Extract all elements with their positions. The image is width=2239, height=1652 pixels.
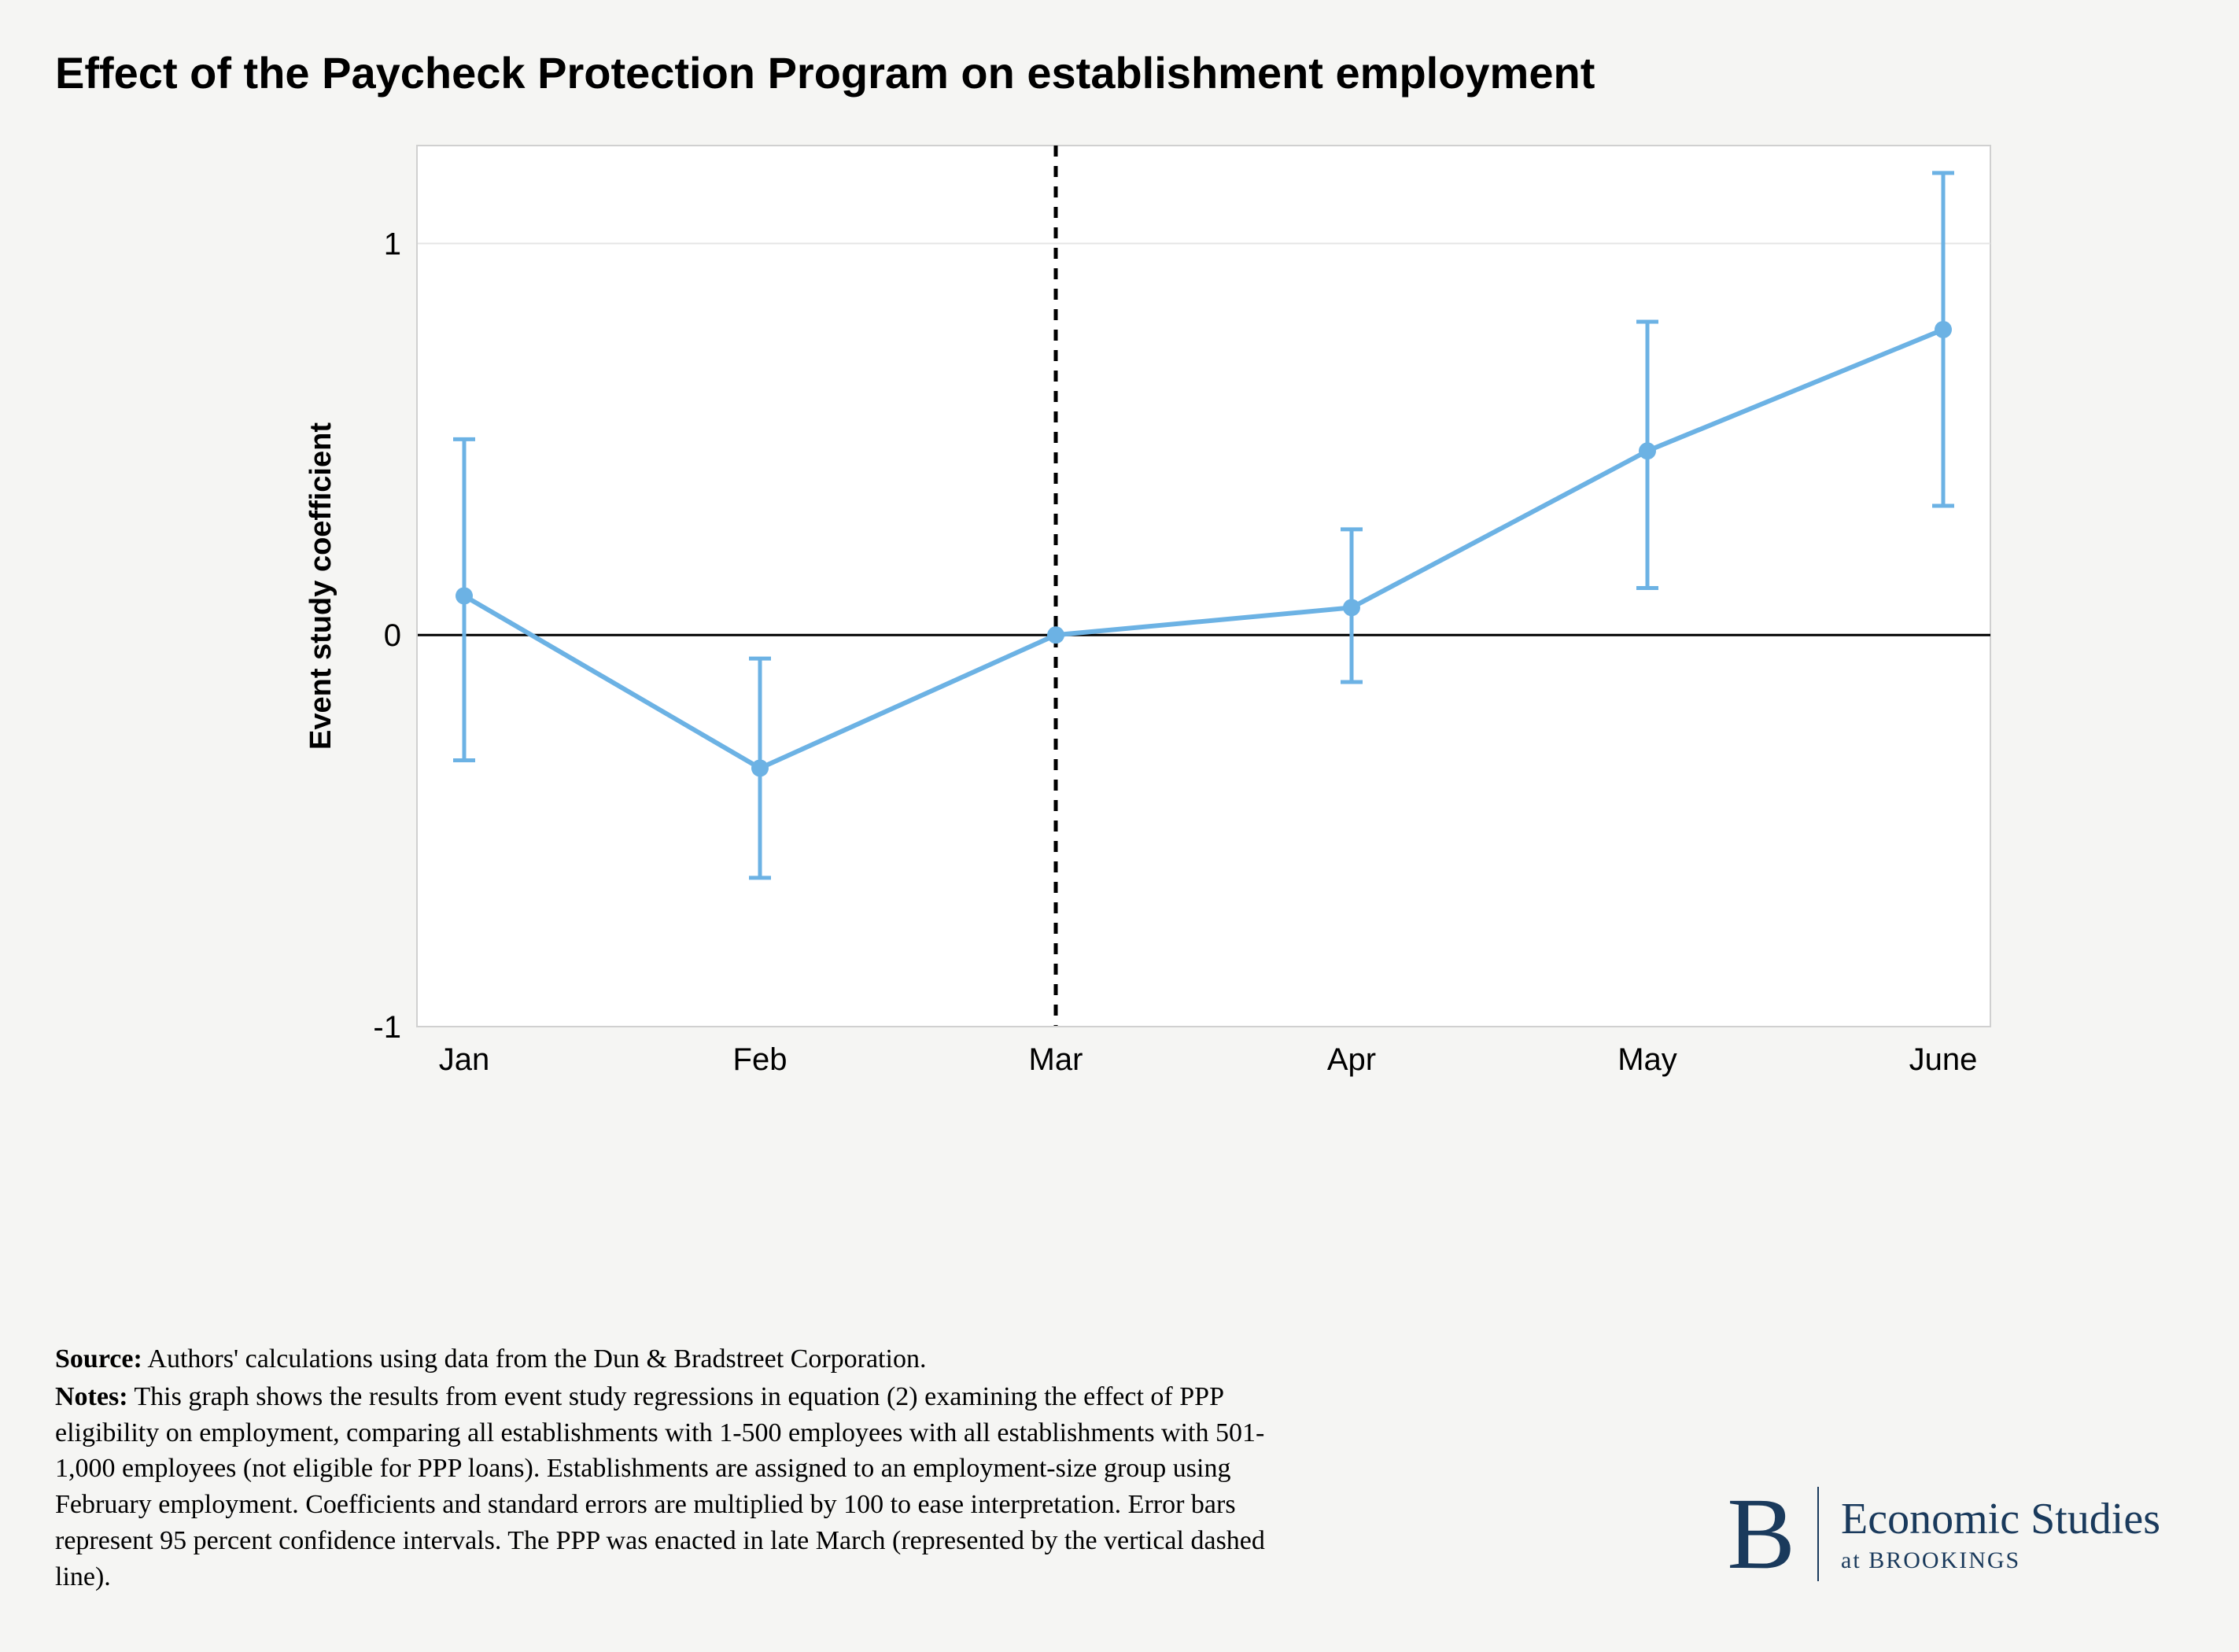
event-study-chart: -1 0 1 Jan Feb Mar Apr May June Event study coeff… (260, 130, 2132, 1184)
logo-divider (1817, 1487, 1819, 1581)
svg-text:-1: -1 (373, 1010, 401, 1045)
source-label: Source: (55, 1344, 142, 1374)
chart-title: Effect of the Paycheck Protection Progra… (55, 47, 2184, 98)
svg-text:June: June (1909, 1042, 1978, 1077)
notes-text: This graph shows the results from event … (55, 1382, 1265, 1591)
svg-text:Apr: Apr (1327, 1042, 1376, 1077)
source-text: Authors' calculations using data from th… (142, 1344, 927, 1374)
svg-text:Event study coefficient: Event study coefficient (304, 422, 338, 750)
chart-container: -1 0 1 Jan Feb Mar Apr May June Event study coeff… (260, 130, 2184, 1188)
svg-text:Feb: Feb (733, 1042, 788, 1077)
svg-text:Mar: Mar (1029, 1042, 1083, 1077)
logo-sub-text: at BROOKINGS (1841, 1547, 2160, 1574)
brookings-logo: B Economic Studies at BROOKINGS (1727, 1483, 2160, 1585)
logo-letter: B (1727, 1483, 1795, 1585)
logo-text: Economic Studies at BROOKINGS (1841, 1494, 2160, 1574)
notes-block: Source: Authors' calculations using data… (55, 1341, 1282, 1597)
svg-text:1: 1 (384, 227, 401, 261)
notes-label: Notes: (55, 1382, 128, 1411)
svg-text:May: May (1617, 1042, 1677, 1077)
logo-main-text: Economic Studies (1841, 1494, 2160, 1544)
svg-text:Jan: Jan (439, 1042, 490, 1077)
svg-text:0: 0 (384, 618, 401, 653)
